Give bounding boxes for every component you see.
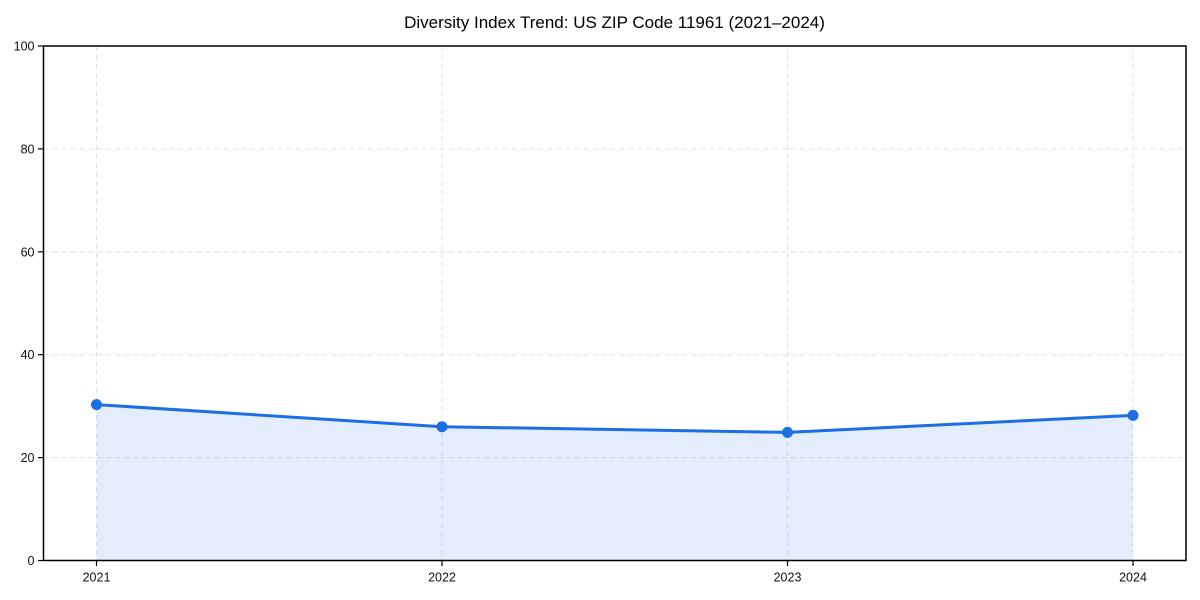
y-tick-label: 100 bbox=[14, 40, 35, 54]
x-tick-label: 2022 bbox=[428, 571, 456, 585]
y-tick-label: 60 bbox=[21, 245, 35, 259]
data-point-marker bbox=[782, 426, 793, 438]
y-tick-label: 20 bbox=[21, 451, 35, 465]
y-tick-label: 40 bbox=[21, 348, 35, 362]
y-tick-label: 80 bbox=[21, 142, 35, 156]
data-point-marker bbox=[436, 421, 448, 433]
data-point-marker bbox=[91, 399, 102, 411]
area-fill bbox=[96, 404, 1133, 561]
x-tick-label: 2023 bbox=[774, 571, 802, 585]
trend-line bbox=[95, 403, 1135, 434]
chart-title: Diversity Index Trend: US ZIP Code 11961… bbox=[404, 13, 825, 32]
y-tick-label: 0 bbox=[28, 554, 35, 568]
plot-border bbox=[42, 45, 1187, 562]
x-tick-label: 2024 bbox=[1119, 571, 1147, 585]
data-point-marker bbox=[1127, 409, 1139, 421]
x-tick-label: 2021 bbox=[83, 571, 111, 585]
